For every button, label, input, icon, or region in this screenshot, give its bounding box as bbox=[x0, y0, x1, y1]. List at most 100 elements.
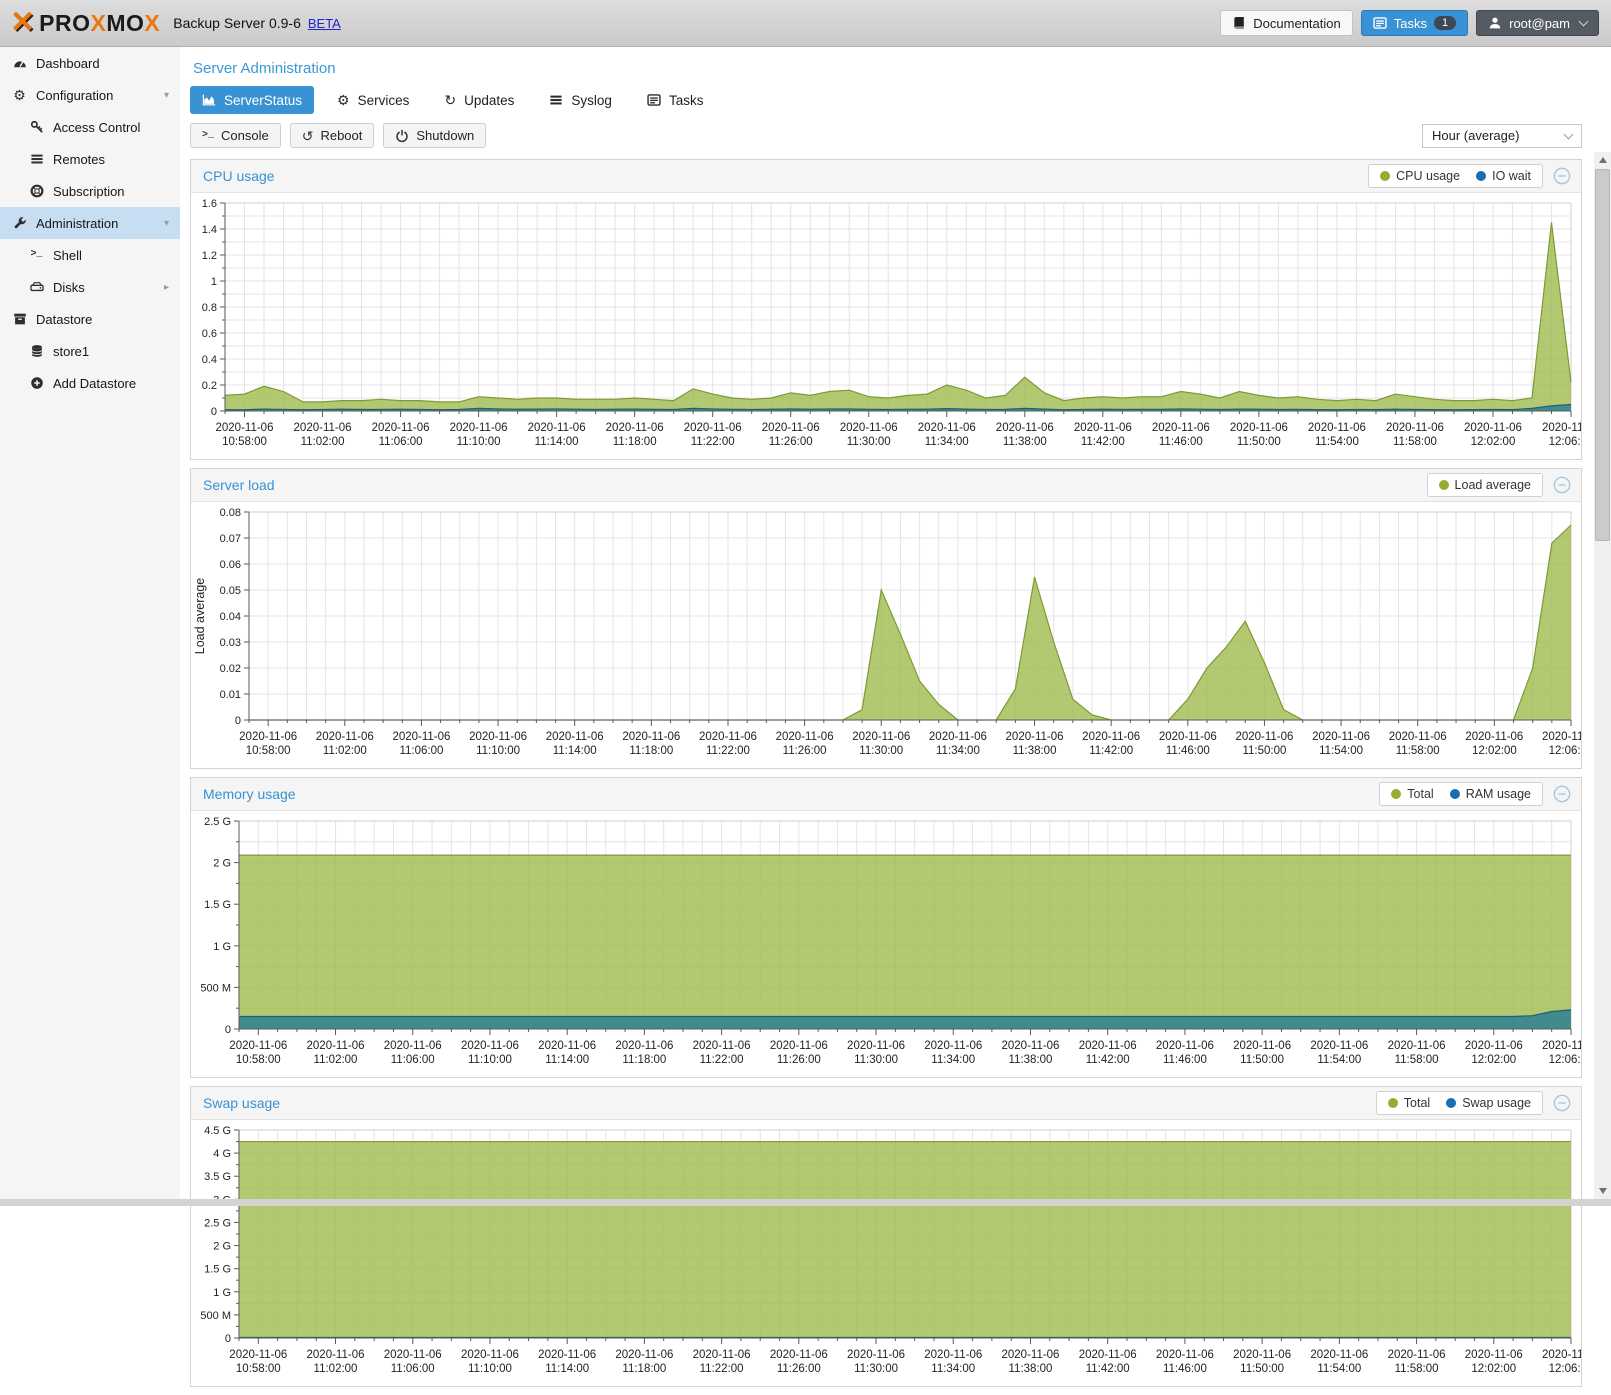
svg-text:12:02:00: 12:02:00 bbox=[1471, 1054, 1516, 1066]
svg-text:11:18:00: 11:18:00 bbox=[613, 436, 657, 448]
legend-label: Total bbox=[1403, 1096, 1431, 1110]
sidebar-item-datastore[interactable]: Datastore bbox=[0, 303, 180, 335]
tasks-button[interactable]: Tasks 1 bbox=[1360, 10, 1469, 36]
sidebar-item-disks[interactable]: Disks ▸ bbox=[0, 271, 180, 303]
svg-text:2020-11-06: 2020-11-06 bbox=[1082, 731, 1140, 743]
tab-label: Updates bbox=[464, 92, 515, 108]
documentation-button[interactable]: Documentation bbox=[1220, 10, 1353, 36]
svg-text:12:06:00: 12:06:00 bbox=[1549, 745, 1581, 757]
collapse-panel-icon[interactable] bbox=[1553, 167, 1571, 185]
panel-swap-usage: Swap usage Total Swap usage 0 500 M 1 G 1.5 G 2… bbox=[190, 1086, 1582, 1387]
svg-text:500 M: 500 M bbox=[200, 982, 231, 994]
svg-text:11:34:00: 11:34:00 bbox=[925, 436, 969, 448]
svg-text:11:18:00: 11:18:00 bbox=[622, 1363, 666, 1375]
svg-text:11:38:00: 11:38:00 bbox=[1003, 436, 1047, 448]
sidebar-item-shell[interactable]: >_ Shell bbox=[0, 239, 180, 271]
svg-text:2.5 G: 2.5 G bbox=[204, 816, 231, 828]
proxmox-logo: ✕ PROXMOX bbox=[10, 8, 160, 38]
sidebar-item-label: store1 bbox=[53, 343, 90, 359]
user-menu-button[interactable]: root@pam bbox=[1476, 10, 1599, 36]
scroll-up-arrow[interactable] bbox=[1594, 152, 1611, 168]
legend-item-cpu-usage[interactable]: CPU usage bbox=[1380, 169, 1460, 183]
legend-item-swap-usage[interactable]: Swap usage bbox=[1446, 1096, 1531, 1110]
sidebar-item-configuration[interactable]: ⚙ Configuration ▾ bbox=[0, 79, 180, 111]
svg-text:2020-11-06: 2020-11-06 bbox=[1001, 1349, 1059, 1361]
legend-item-total[interactable]: Total bbox=[1387, 1096, 1431, 1110]
sidebar-item-subscription[interactable]: Subscription bbox=[0, 175, 180, 207]
sidebar-item-administration[interactable]: Administration ▾ bbox=[0, 207, 180, 239]
svg-text:2020-11-06: 2020-11-06 bbox=[776, 731, 834, 743]
tab-tasks[interactable]: Tasks bbox=[635, 86, 716, 114]
reboot-button[interactable]: ↺ Reboot bbox=[289, 123, 375, 148]
svg-text:2020-11-06: 2020-11-06 bbox=[918, 422, 976, 434]
svg-text:11:54:00: 11:54:00 bbox=[1317, 1054, 1361, 1066]
tab-updates[interactable]: ↻ Updates bbox=[432, 86, 526, 114]
svg-text:11:58:00: 11:58:00 bbox=[1395, 1363, 1439, 1375]
svg-text:10:58:00: 10:58:00 bbox=[222, 436, 267, 448]
sidebar-item-add-datastore[interactable]: Add Datastore bbox=[0, 367, 180, 399]
svg-text:11:42:00: 11:42:00 bbox=[1089, 745, 1133, 757]
legend-item-load-average[interactable]: Load average bbox=[1438, 478, 1531, 492]
console-button[interactable]: >_ Console bbox=[190, 123, 281, 148]
chevron-down-icon: ▾ bbox=[163, 217, 169, 229]
svg-text:2020-11-06: 2020-11-06 bbox=[316, 731, 374, 743]
svg-text:2020-11-06: 2020-11-06 bbox=[1233, 1040, 1291, 1052]
legend-label: Swap usage bbox=[1462, 1096, 1531, 1110]
legend-dot-icon bbox=[1446, 1098, 1457, 1108]
legend-item-ram-usage[interactable]: RAM usage bbox=[1449, 787, 1531, 801]
tab-services[interactable]: ⚙ Services bbox=[325, 86, 421, 114]
time-range-select[interactable]: Hour (average) bbox=[1422, 123, 1582, 148]
key-icon bbox=[30, 120, 44, 134]
svg-text:11:42:00: 11:42:00 bbox=[1086, 1363, 1130, 1375]
svg-text:11:26:00: 11:26:00 bbox=[769, 436, 813, 448]
sidebar-item-label: Configuration bbox=[36, 87, 114, 103]
scroll-down-arrow[interactable] bbox=[1594, 1183, 1611, 1199]
chart-body: 0 500 M 1 G 1.5 G 2 G 2.5 G 2020-11-06 10:58:00… bbox=[191, 811, 1581, 1077]
collapse-panel-icon[interactable] bbox=[1553, 476, 1571, 494]
legend-item-total[interactable]: Total bbox=[1391, 787, 1434, 801]
tab-syslog[interactable]: Syslog bbox=[537, 86, 624, 114]
legend-item-io-wait[interactable]: IO wait bbox=[1476, 169, 1531, 183]
sidebar-item-remotes[interactable]: Remotes bbox=[0, 143, 180, 175]
legend-dot-icon bbox=[1391, 789, 1402, 799]
svg-text:2020-11-06: 2020-11-06 bbox=[1542, 1349, 1581, 1361]
svg-text:11:06:00: 11:06:00 bbox=[391, 1363, 435, 1375]
panel-header: Server load Load average bbox=[191, 469, 1581, 502]
svg-text:2020-11-06: 2020-11-06 bbox=[929, 731, 987, 743]
legend-label: RAM usage bbox=[1465, 787, 1531, 801]
sidebar-item-access-control[interactable]: Access Control bbox=[0, 111, 180, 143]
collapse-panel-icon[interactable] bbox=[1553, 785, 1571, 803]
vertical-scrollbar[interactable] bbox=[1594, 152, 1611, 1199]
svg-text:11:58:00: 11:58:00 bbox=[1393, 436, 1437, 448]
svg-text:11:50:00: 11:50:00 bbox=[1240, 1363, 1284, 1375]
panel-title: Memory usage bbox=[203, 786, 296, 802]
svg-text:11:34:00: 11:34:00 bbox=[931, 1054, 975, 1066]
sidebar-item-label: Administration bbox=[36, 215, 119, 231]
svg-text:11:26:00: 11:26:00 bbox=[777, 1363, 821, 1375]
shutdown-button[interactable]: Shutdown bbox=[383, 123, 487, 148]
svg-text:11:02:00: 11:02:00 bbox=[301, 436, 345, 448]
beta-link[interactable]: BETA bbox=[307, 15, 341, 31]
svg-text:2020-11-06: 2020-11-06 bbox=[1001, 1040, 1059, 1052]
svg-text:0.2: 0.2 bbox=[202, 380, 217, 392]
svg-text:10:58:00: 10:58:00 bbox=[236, 1054, 281, 1066]
server-load-chart: 0 0.01 0.02 0.03 0.04 0.05 0.06 0.07 0.08 2020-11… bbox=[193, 507, 1581, 757]
time-range-value: Hour (average) bbox=[1432, 128, 1520, 143]
svg-text:2020-11-06: 2020-11-06 bbox=[229, 1040, 287, 1052]
svg-text:11:02:00: 11:02:00 bbox=[314, 1363, 358, 1375]
sidebar-item-store1[interactable]: store1 bbox=[0, 335, 180, 367]
legend-label: Total bbox=[1407, 787, 1434, 801]
terminal-icon: >_ bbox=[202, 129, 215, 141]
svg-text:12:06:00: 12:06:00 bbox=[1549, 436, 1581, 448]
chevron-down-icon bbox=[1563, 129, 1574, 139]
panel-server-load: Server load Load average 0 0.01 0.02 0.03 0.04… bbox=[190, 468, 1582, 769]
tab-serverstatus[interactable]: ServerStatus bbox=[190, 86, 315, 114]
scroll-thumb[interactable] bbox=[1595, 169, 1610, 541]
svg-text:1.5 G: 1.5 G bbox=[204, 899, 231, 911]
collapse-panel-icon[interactable] bbox=[1553, 1094, 1571, 1112]
sidebar-item-dashboard[interactable]: Dashboard bbox=[0, 47, 180, 79]
svg-text:0.03: 0.03 bbox=[220, 637, 241, 649]
sidebar-item-label: Datastore bbox=[36, 311, 93, 327]
